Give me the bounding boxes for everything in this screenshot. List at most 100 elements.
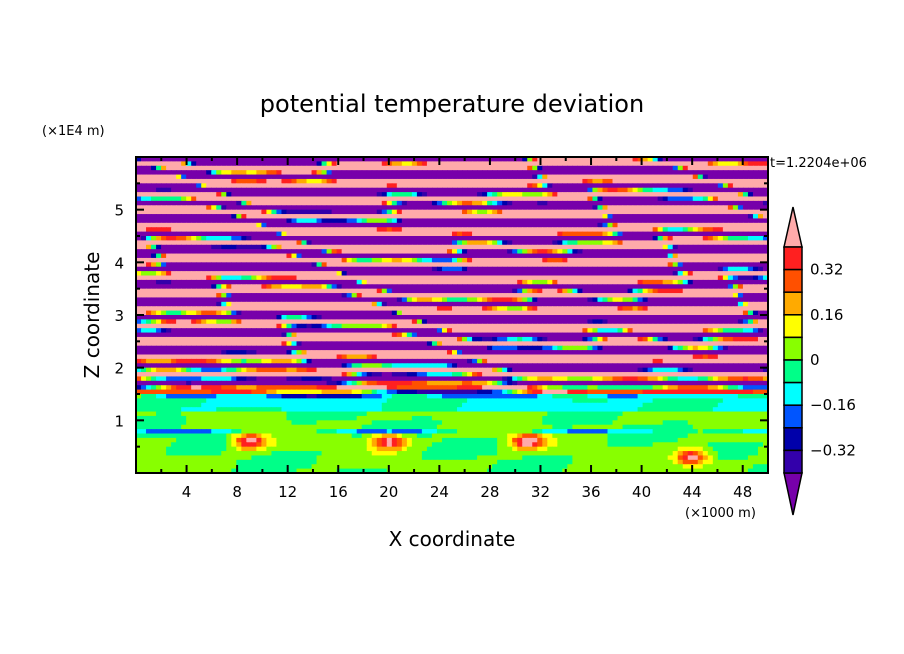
contour-cell (667, 183, 674, 189)
contour-cell (266, 271, 273, 277)
contour-cell (236, 319, 242, 325)
contour-cell (762, 257, 769, 263)
contour-cell (717, 214, 724, 220)
contour-cell (171, 315, 177, 320)
contour-cell (186, 328, 192, 334)
contour-cell (607, 196, 614, 202)
contour-cell (637, 222, 644, 228)
contour-cell (216, 279, 222, 285)
contour-cell (507, 209, 513, 215)
contour-cell (231, 187, 237, 193)
contour-cell (627, 323, 634, 329)
contour-cell (492, 174, 498, 180)
contour-cell (657, 253, 664, 259)
contour-cell (166, 161, 172, 167)
contour-cell (281, 306, 288, 312)
contour-cell (742, 284, 749, 290)
contour-cell (396, 257, 403, 263)
contour-cell (261, 227, 268, 233)
contour-cell (517, 209, 523, 215)
contour-cell (607, 293, 614, 299)
contour-cell (552, 249, 558, 255)
contour-cell (617, 310, 624, 316)
contour-cell (351, 236, 358, 241)
contour-cell (291, 323, 298, 329)
contour-cell (381, 187, 388, 193)
contour-cell (141, 297, 147, 303)
contour-cell (356, 257, 363, 263)
contour-cell (201, 262, 207, 268)
contour-cell (226, 266, 232, 272)
contour-cell (737, 297, 744, 303)
contour-cell (732, 205, 739, 211)
contour-cell (301, 279, 308, 285)
contour-cell (617, 297, 624, 303)
contour-cell (386, 187, 393, 193)
contour-cell (687, 170, 694, 176)
contour-cell (732, 266, 739, 272)
contour-cell (226, 218, 232, 224)
contour-cell (752, 271, 759, 277)
contour-cell (722, 279, 729, 285)
contour-cell (637, 236, 644, 241)
contour-cell (156, 319, 162, 325)
contour-cell (361, 231, 368, 237)
contour-cell (602, 253, 609, 259)
contour-cell (512, 323, 518, 329)
contour-cell (176, 205, 182, 211)
contour-cell (707, 253, 714, 259)
contour-cell (371, 266, 378, 272)
contour-cell (346, 257, 353, 263)
contour-cell (727, 240, 734, 246)
contour-cell (186, 214, 192, 220)
contour-cell (707, 200, 714, 206)
contour-cell (421, 288, 428, 294)
contour-cell (296, 297, 303, 303)
contour-cell (687, 205, 694, 211)
contour-cell (271, 196, 278, 202)
contour-cell (281, 279, 288, 285)
contour-cell (657, 301, 664, 307)
contour-cell (557, 236, 563, 241)
contour-cell (682, 218, 689, 224)
contour-cell (742, 275, 749, 281)
contour-cell (587, 266, 594, 272)
contour-cell (256, 183, 262, 189)
contour-cell (406, 293, 413, 299)
contour-cell (632, 271, 639, 277)
contour-cell (492, 266, 498, 272)
contour-cell (552, 183, 558, 189)
contour-cell (161, 231, 167, 237)
contour-cell (146, 165, 152, 171)
contour-cell (356, 178, 363, 184)
contour-cell (136, 271, 142, 277)
contour-cell (151, 315, 157, 320)
contour-cell (492, 279, 498, 285)
contour-cell (321, 227, 328, 233)
contour-cell (386, 288, 393, 294)
contour-cell (401, 165, 408, 171)
contour-cell (286, 323, 293, 329)
contour-cell (662, 262, 669, 268)
contour-cell (507, 227, 513, 233)
contour-cell (411, 209, 418, 215)
contour-cell (512, 288, 518, 294)
contour-cell (421, 205, 428, 211)
contour-cell (226, 231, 232, 237)
contour-cell (391, 249, 398, 255)
contour-cell (462, 165, 468, 171)
contour-cell (166, 266, 172, 272)
contour-cell (497, 222, 503, 228)
contour-cell (642, 315, 649, 320)
contour-cell (321, 170, 328, 176)
contour-cell (727, 306, 734, 312)
contour-cell (527, 284, 533, 290)
contour-cell (722, 157, 729, 162)
contour-cell (682, 183, 689, 189)
contour-cell (547, 297, 553, 303)
contour-cell (732, 315, 739, 320)
contour-cell (261, 178, 268, 184)
contour-cell (326, 165, 333, 171)
contour-cell (206, 165, 212, 171)
contour-cell (381, 157, 388, 162)
